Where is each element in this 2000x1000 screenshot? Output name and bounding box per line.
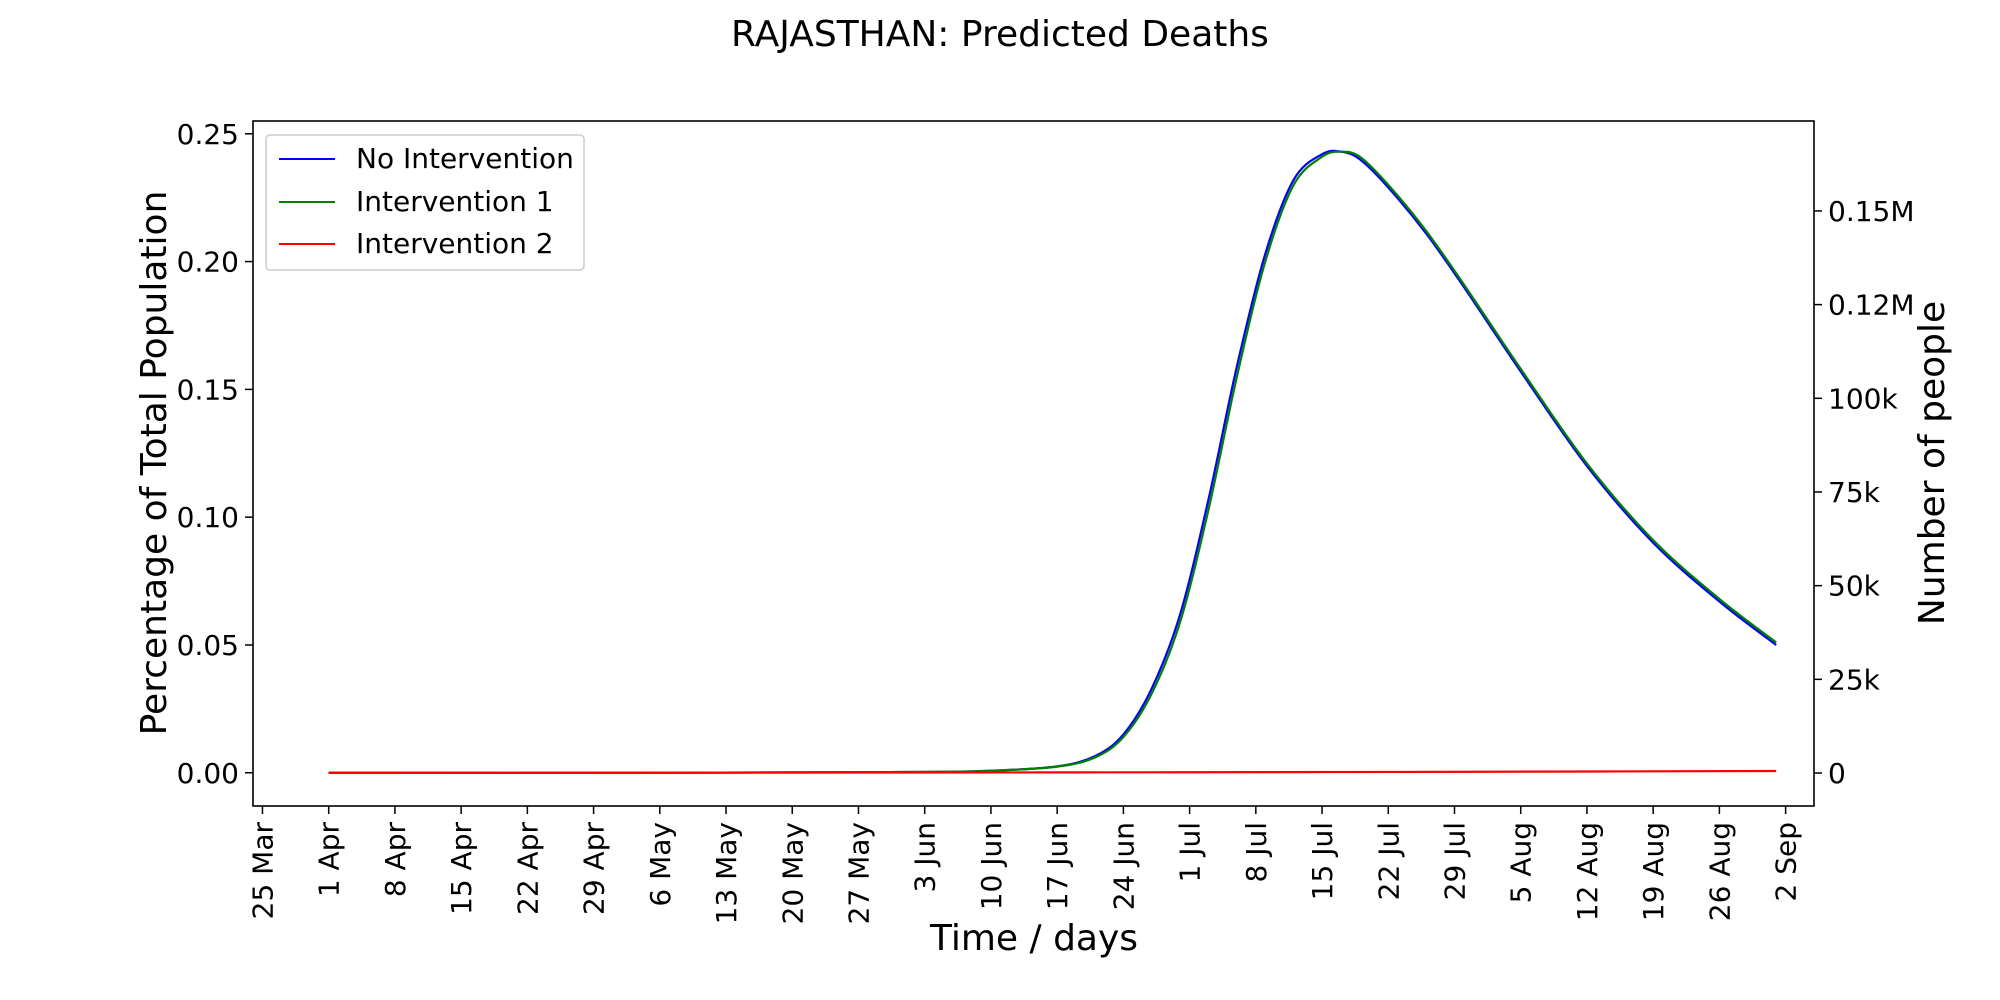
x-tick-label: 26 Aug	[1703, 822, 1736, 921]
x-tick-label: 27 May	[842, 822, 875, 924]
y2-tick-label: 75k	[1828, 476, 1881, 509]
y2-tick-label: 0	[1828, 757, 1846, 790]
x-tick-label: 13 May	[710, 822, 743, 924]
x-tick-label: 8 Jul	[1240, 822, 1273, 883]
legend-label-intervention-1: Intervention 1	[356, 185, 554, 218]
x-axis: 25 Mar 1 Apr 8 Apr 15 Apr 22 Apr 29 Apr 6 May 1…	[246, 806, 1803, 924]
x-tick-label: 25 Mar	[246, 822, 279, 920]
series-line-intervention-2	[328, 769, 1777, 774]
x-tick-label: 15 Apr	[445, 822, 478, 915]
x-tick-label: 1 Jul	[1174, 822, 1207, 883]
y2-tick-label: 25k	[1828, 663, 1881, 696]
y-tick-label: 0.10	[177, 501, 239, 534]
x-tick-label: 22 Apr	[511, 822, 544, 915]
y-axis-right: 0 25k 50k 75k 100k 0.12M 0.15M	[1814, 195, 1915, 790]
x-tick-label: 12 Aug	[1571, 822, 1604, 921]
x-tick-label: 15 Jul	[1306, 822, 1339, 900]
x-tick-label: 3 Jun	[909, 822, 942, 892]
x-tick-label: 24 Jun	[1107, 822, 1140, 910]
y-tick-label: 0.25	[177, 118, 239, 151]
x-tick-label: 29 Apr	[578, 822, 611, 915]
x-tick-label: 19 Aug	[1637, 822, 1670, 921]
x-tick-label: 6 May	[644, 822, 677, 907]
x-tick-label: 17 Jun	[1041, 822, 1074, 910]
y-tick-label: 0.05	[177, 629, 239, 662]
x-tick-label: 20 May	[776, 822, 809, 924]
x-tick-label: 22 Jul	[1372, 822, 1405, 900]
x-tick-label: 2 Sep	[1770, 822, 1803, 902]
legend-label-no-intervention: No Intervention	[356, 142, 574, 175]
y2-tick-label: 100k	[1828, 382, 1898, 415]
chart-title: RAJASTHAN: Predicted Deaths	[731, 14, 1269, 55]
series-layer	[328, 149, 1777, 774]
y-axis-left: 0.00 0.05 0.10 0.15 0.20 0.25	[177, 118, 253, 790]
y-tick-label: 0.00	[177, 757, 239, 790]
y-axis-label: Percentage of Total Population	[134, 191, 175, 736]
y2-tick-label: 50k	[1828, 570, 1881, 603]
y2-tick-label: 0.15M	[1828, 195, 1915, 228]
x-tick-label: 5 Aug	[1505, 822, 1538, 903]
x-tick-label: 8 Apr	[379, 822, 412, 898]
y2-axis-label: Number of people	[1912, 301, 1953, 625]
legend-label-intervention-2: Intervention 2	[356, 227, 554, 260]
x-tick-label: 29 Jul	[1438, 822, 1471, 900]
y-tick-label: 0.15	[177, 373, 239, 406]
y-tick-label: 0.20	[177, 246, 239, 279]
legend: No Intervention Intervention 1 Intervent…	[265, 134, 585, 271]
legend-box	[265, 134, 585, 271]
x-tick-label: 1 Apr	[313, 822, 346, 898]
y2-tick-label: 0.12M	[1828, 289, 1915, 322]
plot-frame	[252, 120, 1815, 807]
x-axis-label: Time / days	[929, 918, 1138, 959]
x-tick-label: 10 Jun	[975, 822, 1008, 910]
